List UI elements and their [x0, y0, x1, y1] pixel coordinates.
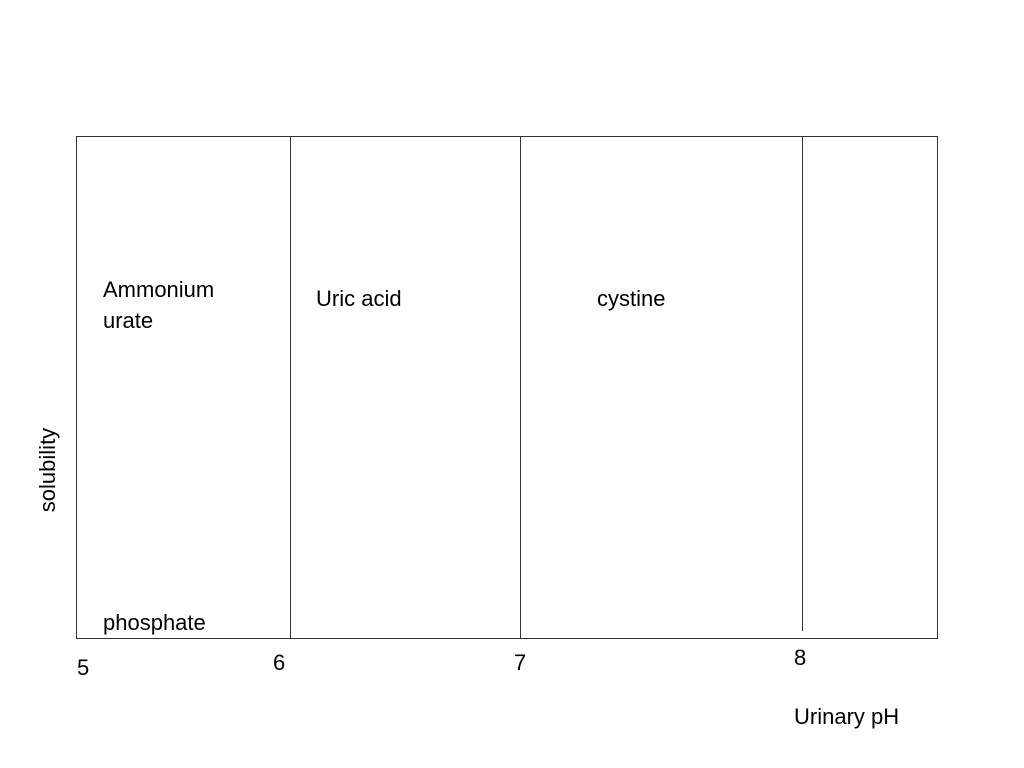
region-label-uric-acid: Uric acid — [316, 286, 402, 311]
x-axis-label: Urinary pH — [794, 704, 900, 729]
y-axis-label: solubility — [35, 427, 60, 513]
ph-tick-7: 7 — [514, 650, 527, 675]
divider-ph-6 — [290, 136, 291, 639]
diagram-frame — [76, 136, 938, 639]
region-label-cystine: cystine — [597, 286, 666, 311]
region-label-ammonium: Ammonium — [103, 277, 215, 302]
region-label-urate: urate — [103, 308, 154, 333]
ph-tick-8: 8 — [794, 645, 807, 670]
ph-tick-6: 6 — [273, 650, 286, 675]
divider-ph-8 — [802, 136, 803, 631]
divider-ph-7 — [520, 136, 521, 639]
region-label-phosphate: phosphate — [103, 610, 206, 635]
ph-tick-5: 5 — [77, 655, 90, 680]
